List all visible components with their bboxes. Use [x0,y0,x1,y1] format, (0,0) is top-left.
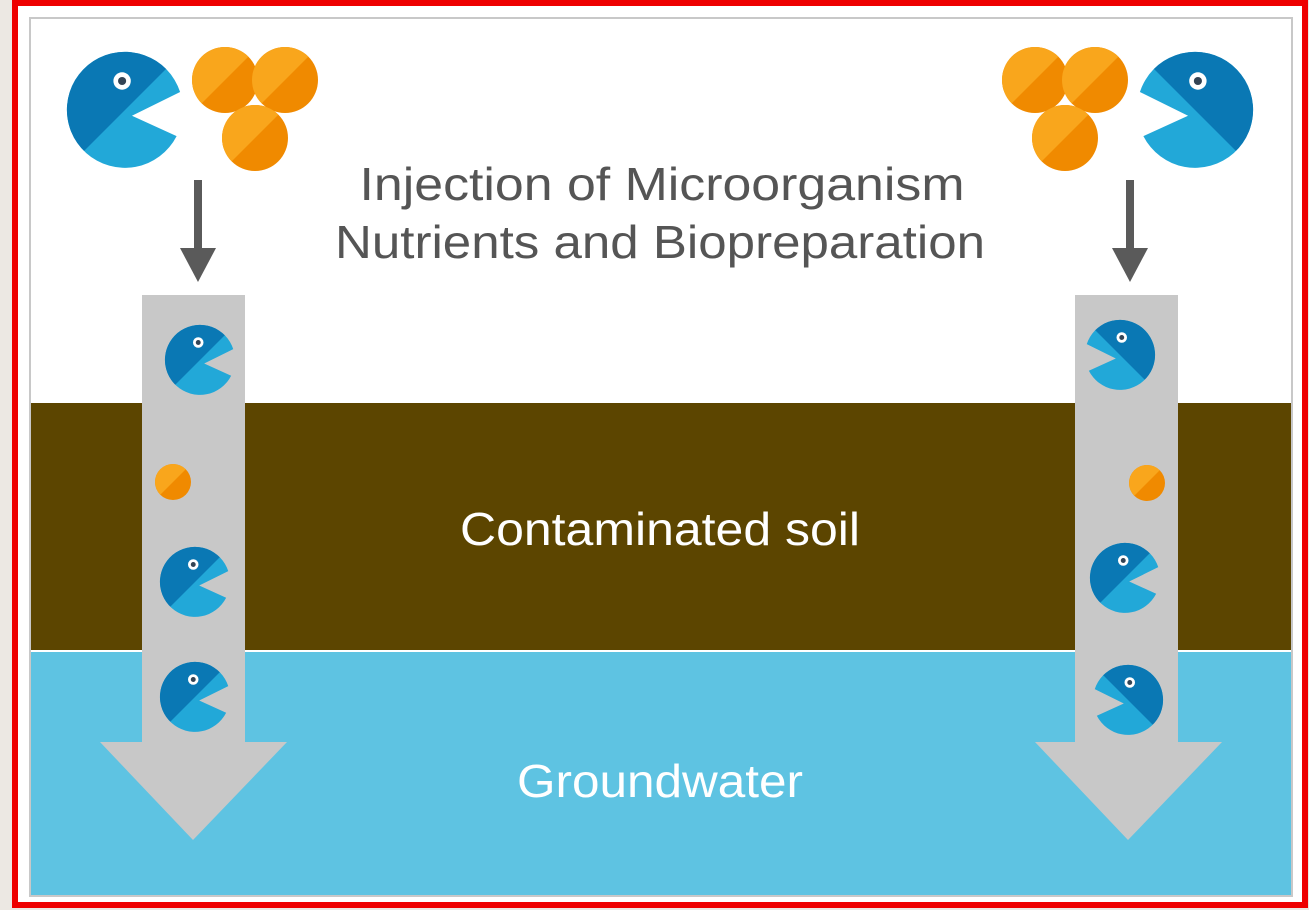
nutrient [1032,105,1098,171]
nutrient [1002,47,1068,113]
water-label: Groundwater [517,755,803,807]
feed-arrow [180,180,1148,282]
nutrient [1129,465,1165,501]
nutrient [252,47,318,113]
soil-label: Contaminated soil [460,503,860,555]
title-line: Nutrients and Biopreparation [335,216,985,268]
nutrient [155,464,191,500]
title-line: Injection of Microorganism [360,158,965,210]
nutrient [192,47,258,113]
nutrient [1062,47,1128,113]
nutrient [222,105,288,171]
